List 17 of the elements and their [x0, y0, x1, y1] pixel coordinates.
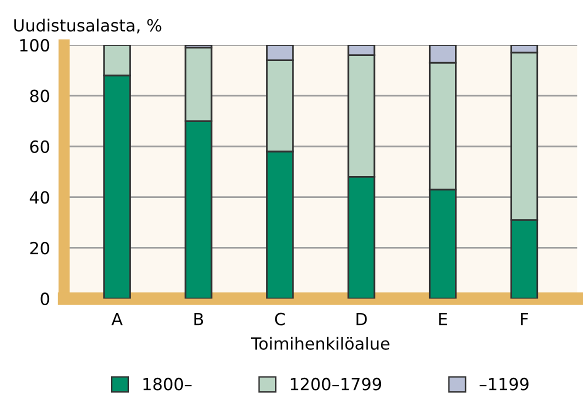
x-tick-label: A	[111, 312, 123, 326]
x-tick-label: D	[356, 312, 367, 326]
y-tick-label: 20	[30, 242, 50, 254]
legend-label: 1800–	[143, 378, 192, 390]
x-tick-label: E	[439, 312, 447, 326]
y-tick-label: 40	[30, 191, 50, 204]
y-tick-label: 80	[30, 90, 50, 102]
x-tick-label: B	[194, 312, 204, 326]
x-tick-label: F	[521, 312, 528, 326]
x-tick-label: C	[275, 312, 285, 326]
y-tick-label: 100	[20, 38, 50, 52]
legend-label: –1199	[480, 378, 528, 390]
y-axis-title: Uudistusalasta, %	[14, 18, 162, 34]
y-tick-label: 60	[30, 140, 50, 153]
legend-label: 1200–1799	[290, 378, 382, 390]
y-tick-label: 0	[40, 292, 50, 306]
x-axis-title: Toimihenkilöalue	[251, 336, 390, 350]
